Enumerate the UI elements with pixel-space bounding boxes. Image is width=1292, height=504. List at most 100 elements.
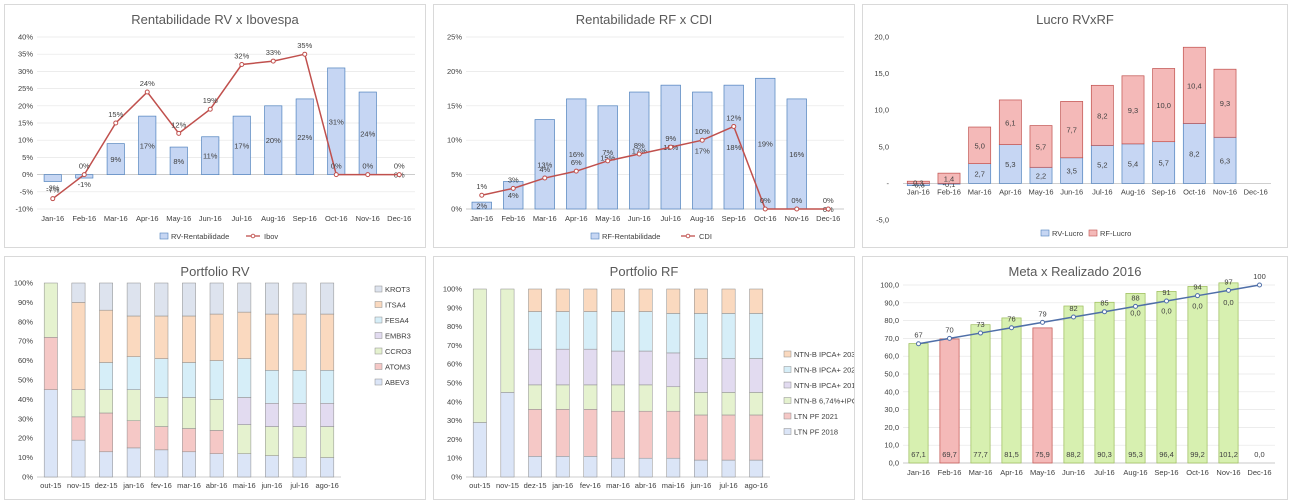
x-tick-label: Jun-16: [628, 214, 651, 223]
x-tick-label: Aug-16: [1121, 187, 1145, 196]
stacked-bar-segment: [1060, 101, 1084, 159]
legend-swatch: [783, 412, 792, 420]
stacked-bar-segment: [154, 426, 169, 451]
legend-label: RF-Rentabilidade: [602, 232, 660, 241]
y-tick-label: 30%: [18, 414, 33, 423]
bar: [723, 84, 744, 210]
x-tick-label: abr-16: [635, 481, 657, 490]
bar: [629, 91, 650, 210]
x-tick-label: Oct-16: [754, 214, 777, 223]
x-tick-label: Sep-16: [293, 214, 317, 223]
stacked-bar-segment: [694, 414, 708, 461]
line-point: [176, 130, 182, 136]
legend-marker: [250, 233, 256, 239]
stacked-bar-segment: [71, 302, 86, 390]
stacked-bar-segment: [555, 456, 570, 478]
bar: [503, 181, 524, 210]
line-point: [916, 341, 921, 347]
stacked-bar-segment: [694, 392, 708, 416]
bar-data-label: 19%: [758, 140, 773, 149]
stacked-bar-segment: [528, 456, 542, 478]
x-tick-label: dez-15: [95, 481, 118, 490]
stacked-bar-segment: [583, 456, 598, 478]
bar-data-label: 88,2: [1066, 450, 1081, 459]
x-tick-label: Apr-16: [1000, 468, 1023, 477]
legend-swatch: [783, 366, 792, 373]
bar-data-label: 81,5: [1004, 450, 1019, 459]
line-point: [270, 58, 276, 64]
y-tick-label: 30%: [447, 416, 462, 425]
line-data-label: 79: [1038, 309, 1046, 318]
stacked-bar-segment: [906, 180, 930, 184]
x-tick-label: Jul-16: [661, 214, 681, 223]
x-tick-label: dez-15: [524, 481, 547, 490]
stacked-bar-segment: [71, 439, 86, 478]
bar-data-label: 8,2: [1097, 111, 1107, 120]
bar-data-label: 99,2: [1190, 450, 1205, 459]
bar: [138, 115, 157, 175]
y-tick-label: 100%: [14, 279, 34, 288]
bar: [1125, 293, 1146, 464]
bar: [566, 98, 587, 210]
y-tick-label: 70,0: [884, 334, 899, 343]
stacked-bar-segment: [265, 426, 279, 456]
line-data-label: 0%: [791, 196, 802, 205]
stacked-bar-segment: [182, 282, 196, 317]
bar: [106, 143, 125, 175]
y-tick-label: 10%: [447, 454, 462, 463]
line-point: [978, 330, 983, 336]
stacked-bar-segment: [99, 362, 113, 390]
line-data-label: 88: [1131, 293, 1139, 302]
x-tick-label: Feb-16: [72, 214, 96, 223]
y-tick-label: 80,0: [884, 316, 899, 325]
y-tick-label: 25%: [447, 33, 462, 42]
x-tick-label: mar-16: [606, 481, 630, 490]
line-data-label: 0%: [79, 162, 90, 171]
stacked-bar-segment: [209, 430, 224, 454]
panel-rf-cdi: Rentabilidade RF x CDI 0% 5% 10% 15% 20% 25% Ja…: [433, 4, 855, 248]
bar-data-label: 2,2: [1036, 171, 1046, 180]
bar-data-label: 8%: [173, 157, 184, 166]
x-tick-label: Feb-16: [501, 214, 525, 223]
line-data-label: 12%: [171, 120, 186, 129]
stacked-bar-segment: [237, 282, 252, 313]
line-point: [794, 206, 800, 212]
x-tick-label: fev-16: [151, 481, 172, 490]
legend-swatch: [374, 316, 383, 324]
chart-title: Portfolio RV: [180, 264, 249, 279]
x-tick-label: jul-16: [289, 481, 308, 490]
x-tick-label: Jan-16: [907, 187, 930, 196]
stacked-bar-segment: [1182, 46, 1206, 124]
stacked-bar-segment: [583, 348, 598, 386]
x-tick-label: Aug-16: [261, 214, 285, 223]
line-point: [1040, 319, 1045, 325]
stacked-bar-segment: [182, 397, 196, 429]
x-tick-label: Nov-16: [785, 214, 809, 223]
stacked-bar-segment: [292, 313, 307, 371]
line-data-label: 33%: [266, 48, 281, 57]
stacked-bar-segment: [320, 457, 335, 478]
y-tick-label: 10%: [447, 136, 462, 145]
stacked-bar-segment: [1029, 125, 1053, 168]
line-data-label: 82: [1069, 304, 1077, 313]
x-tick-label: nov-15: [496, 481, 519, 490]
y-tick-label: 20%: [18, 434, 33, 443]
line-point: [762, 206, 768, 212]
bar-data-label: 75,9: [1035, 450, 1050, 459]
bar-data-label: 6,3: [1220, 156, 1230, 165]
bar-data-label: 95,3: [1128, 450, 1143, 459]
bar-data-label: -2%: [46, 183, 60, 192]
x-tick-label: Dec-16: [387, 214, 411, 223]
y-tick-label: 80%: [447, 322, 462, 331]
stacked-bar-segment: [126, 420, 141, 449]
y-tick-label: 0%: [22, 170, 33, 179]
line-point: [1071, 314, 1076, 320]
line-point: [239, 62, 245, 68]
stacked-bar-segment: [583, 384, 598, 410]
stacked-bar-segment: [638, 457, 653, 478]
bar: [1094, 301, 1115, 464]
stacked-bar-segment: [638, 288, 653, 312]
line-point: [510, 185, 516, 191]
stacked-bar-segment: [99, 389, 113, 414]
